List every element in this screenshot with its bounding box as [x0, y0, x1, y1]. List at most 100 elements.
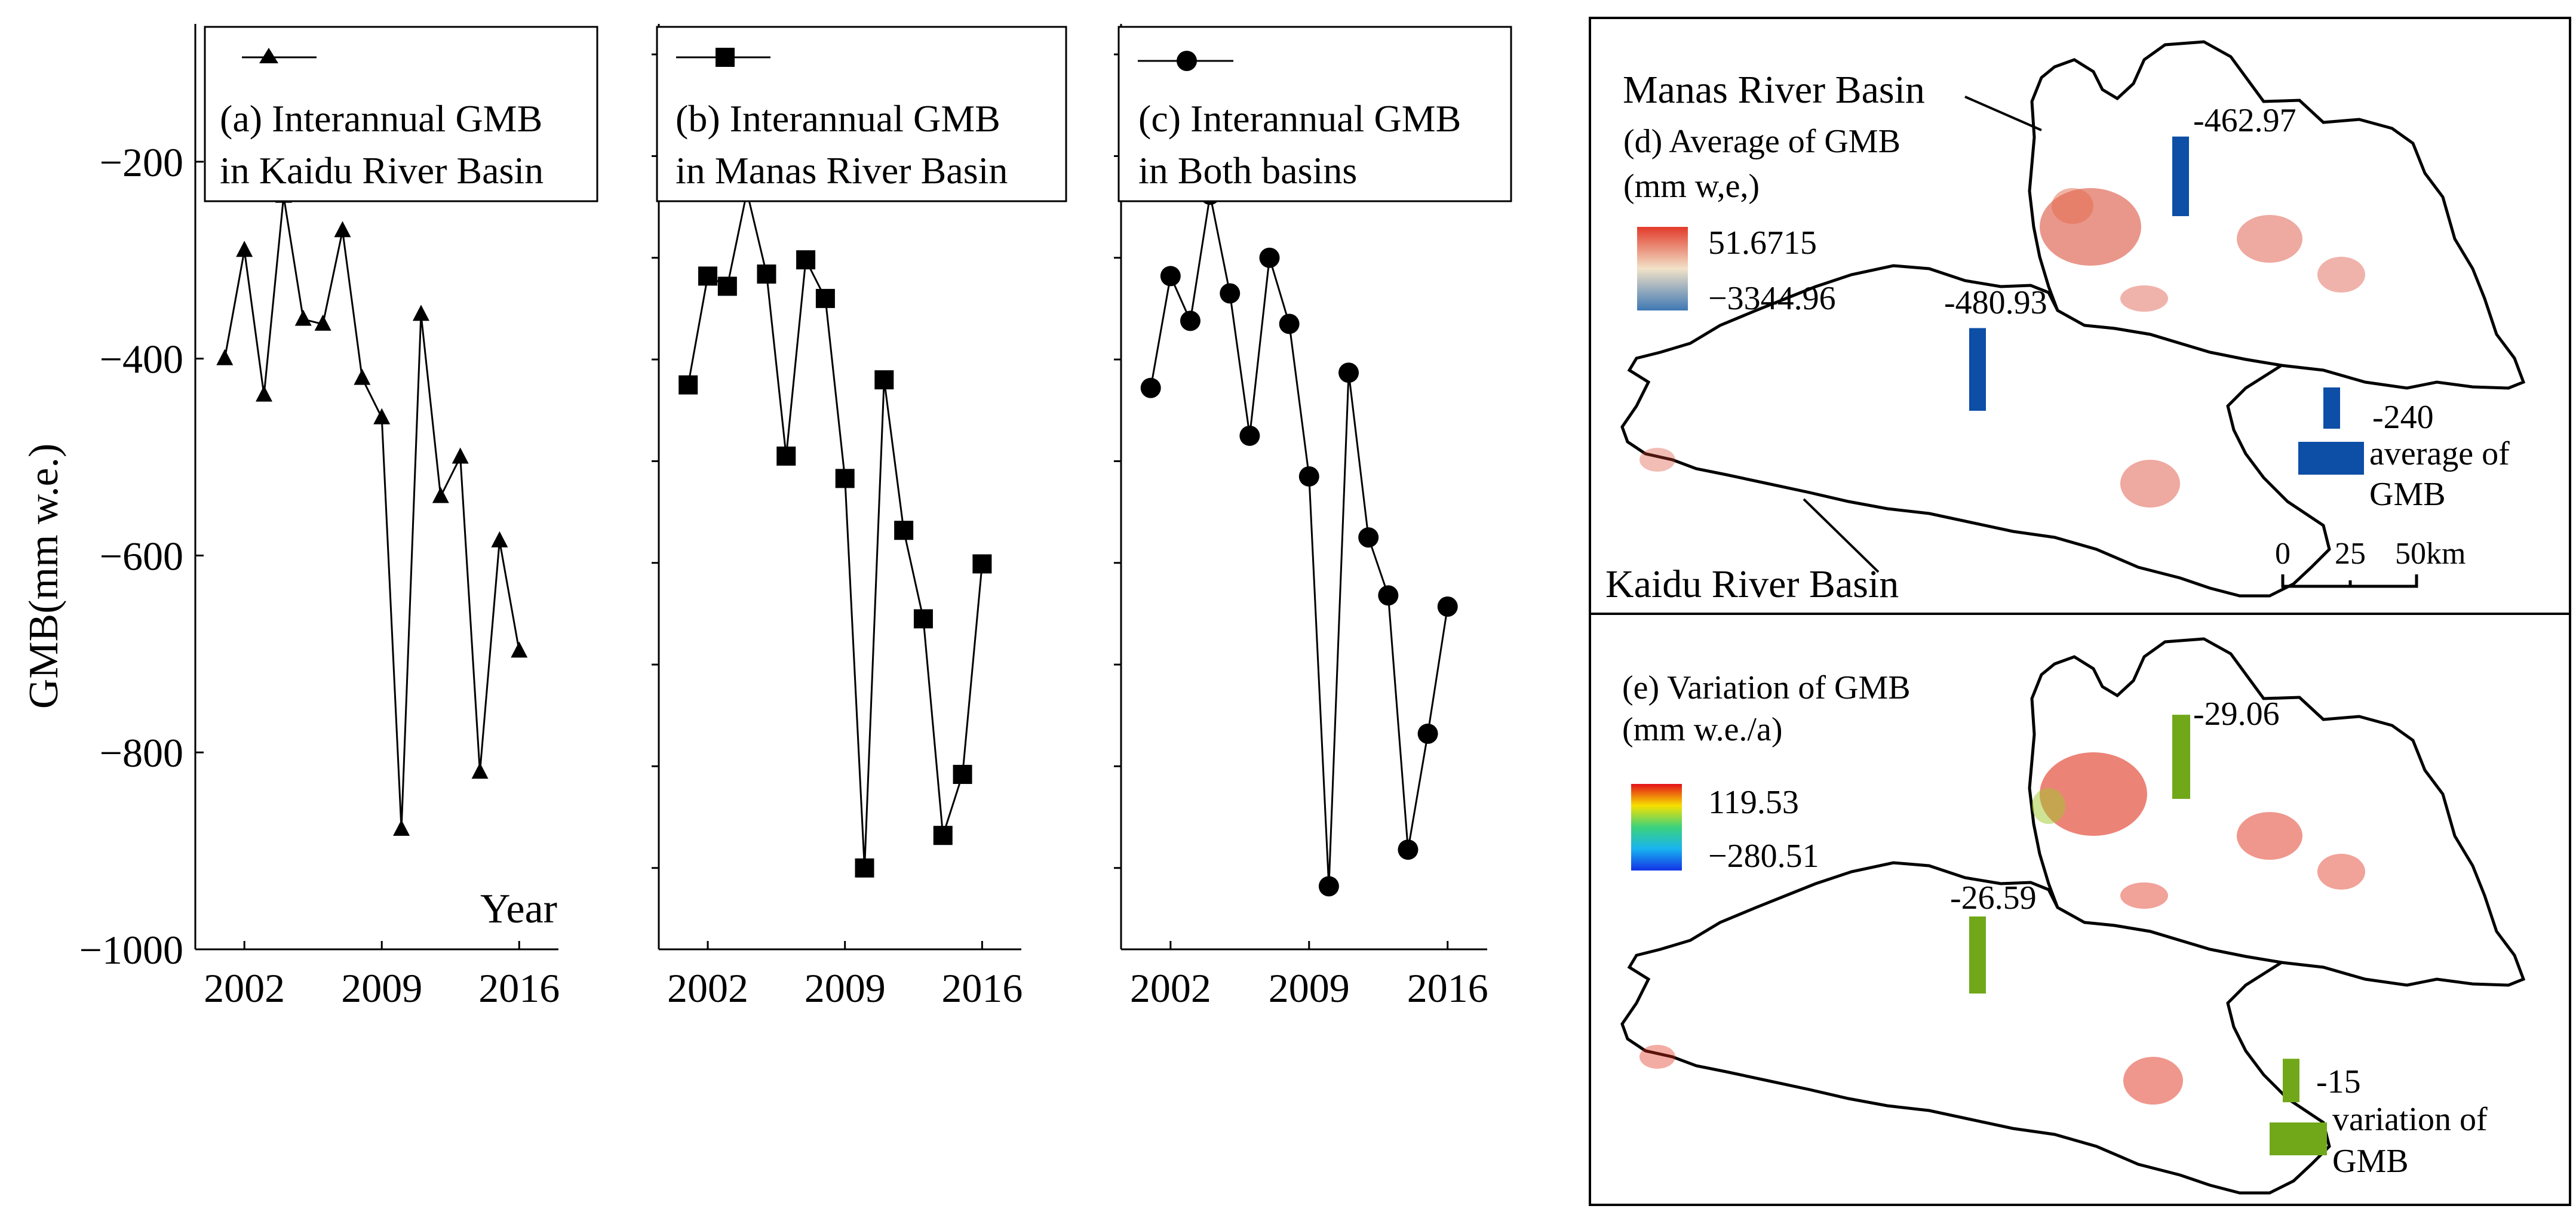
map-e-color-ramp	[1631, 784, 1682, 871]
map-e-bar-manas	[2172, 715, 2190, 799]
map-e-key-caption-line-1: variation of	[2332, 1101, 2488, 1138]
chart-c-data-point	[1180, 310, 1201, 331]
chart-a-data-point	[452, 447, 469, 464]
chart-a-series-line	[223, 196, 520, 829]
chart-a-data-point	[236, 241, 253, 257]
chart-a-y-tick-label: −400	[100, 337, 183, 382]
chart-b-ticks: 2002 2009 2016	[652, 53, 1023, 1011]
chart-a-y-tick-label: −200	[100, 140, 183, 185]
chart-a-data-point	[314, 314, 331, 331]
map-d-scale-label-25: 25	[2335, 537, 2366, 571]
chart-a-data-point	[294, 309, 312, 326]
chart-c-data-point	[1318, 876, 1339, 897]
chart-c-title-line-1: (c) Interannual GMB	[1138, 97, 1461, 140]
chart-c-data-point	[1239, 425, 1260, 446]
chart-a-title-line-1: (a) Interannual GMB	[220, 97, 542, 140]
map-panel-e: (e) Variation of GMB (mm w.e./a) 119.53 …	[1589, 613, 2571, 1206]
map-e-bar-manas-label: -29.06	[2193, 696, 2280, 733]
map-e-bar-kaidu	[1969, 916, 1986, 994]
chart-b-series-line	[687, 191, 983, 868]
map-e-unit: (mm w.e./a)	[1622, 711, 1783, 748]
chart-a-x-tick-label: 2016	[478, 965, 560, 1011]
chart-a-data-point	[354, 368, 371, 385]
chart-a-legend-marker	[259, 48, 278, 63]
chart-a-data-point	[373, 408, 391, 425]
chart-a-ticks: 2002 2009 2016 −200 −400 −600 −800 −1000	[79, 140, 560, 1011]
chart-a-markers	[216, 186, 528, 836]
chart-a-y-tick-label: −800	[100, 730, 183, 776]
map-d-manas-basin-label: Manas River Basin	[1623, 68, 1925, 112]
chart-a-data-point	[471, 762, 489, 779]
map-d-bar-kaidu	[1969, 328, 1986, 411]
map-d-key-swatch	[2298, 442, 2364, 475]
map-d-scale-bar	[2281, 574, 2418, 588]
chart-a-data-point	[412, 304, 429, 321]
chart-c-data-point	[1358, 527, 1379, 548]
chart-c-data-point	[1140, 377, 1161, 398]
chart-b-data-point	[972, 554, 992, 574]
chart-b-data-point	[717, 276, 737, 296]
chart-b-legend-marker	[716, 48, 735, 67]
map-d-key-caption-line-2: GMB	[2369, 476, 2446, 513]
map-d-kaidu-leader	[1803, 498, 1880, 573]
chart-b-data-point	[757, 264, 776, 284]
chart-c-data-point	[1378, 585, 1399, 606]
chart-b-x-tick-label: 2002	[667, 965, 748, 1011]
chart-c-x-tick-label: 2002	[1130, 965, 1211, 1011]
map-d-color-ramp	[1637, 227, 1688, 310]
chart-c-series-line	[1150, 194, 1449, 887]
map-d-kaidu-basin-outline	[1620, 264, 2331, 598]
chart-b-data-point	[855, 858, 874, 878]
map-panel-d: Manas River Basin Kaidu River Basin (d) …	[1589, 17, 2571, 615]
map-e-kaidu-basin-outline	[1620, 861, 2331, 1195]
chart-b-data-point	[874, 370, 894, 390]
chart-c-data-point	[1398, 839, 1419, 860]
map-d-kaidu-basin-label: Kaidu River Basin	[1605, 562, 1899, 606]
map-d-bar-manas	[2172, 136, 2189, 216]
chart-b-title-line-2: in Manas River Basin	[676, 149, 1008, 192]
chart-b-x-tick-label: 2016	[941, 965, 1023, 1011]
map-d-key-value: -240	[2372, 399, 2434, 436]
chart-b-data-point	[815, 288, 835, 308]
map-d-bar-key	[2323, 387, 2340, 429]
chart-a: 2002 2009 2016 −200 −400 −600 −800 −1000 (a) In…	[21, 24, 598, 1011]
chart-a-x-tick-label: 2002	[204, 965, 285, 1011]
chart-a-y-tick-label: −600	[100, 533, 183, 579]
chart-b: 2002 2009 2016 (b) Interannual GMB in Mana…	[652, 24, 1067, 1011]
chart-c: 2002 2009 2016 (c) Interannual GMB in Both…	[1114, 24, 1512, 1011]
map-d-scale-label-50: 50km	[2395, 537, 2466, 571]
chart-c-data-point	[1160, 266, 1181, 287]
chart-c-markers	[1140, 184, 1458, 897]
chart-a-ylabel: GMB(mm w.e.)	[21, 444, 67, 709]
map-e-legend-min: −280.51	[1708, 838, 1819, 875]
chart-c-legend-marker	[1177, 51, 1197, 71]
chart-c-ticks: 2002 2009 2016	[1114, 53, 1488, 1011]
chart-c-data-point	[1338, 362, 1359, 383]
chart-c-x-tick-label: 2009	[1269, 965, 1350, 1011]
map-d-bar-manas-label: -462.97	[2193, 102, 2296, 139]
chart-c-data-point	[1417, 723, 1438, 744]
chart-a-data-point	[256, 385, 273, 402]
chart-a-data-point	[393, 819, 410, 836]
map-d-key-caption-line-1: average of	[2369, 435, 2510, 472]
chart-a-data-point	[216, 349, 234, 365]
map-e-bar-kaidu-label: -26.59	[1950, 879, 2037, 916]
chart-c-data-point	[1220, 283, 1241, 304]
chart-a-x-tick-label: 2009	[341, 965, 422, 1011]
chart-b-data-point	[678, 375, 698, 395]
map-e-key-swatch	[2270, 1122, 2327, 1155]
map-e-key-caption-line-2: GMB	[2332, 1143, 2409, 1180]
chart-b-data-point	[913, 609, 933, 629]
chart-c-data-point	[1298, 466, 1319, 487]
map-d-glacier-cluster	[1639, 188, 2365, 508]
chart-b-x-tick-label: 2009	[805, 965, 886, 1011]
chart-a-title-line-2: in Kaidu River Basin	[220, 149, 544, 192]
map-d-legend-min: −3344.96	[1708, 280, 1836, 317]
map-d-unit: (mm w,e,)	[1623, 168, 1760, 205]
chart-b-title-line-1: (b) Interannual GMB	[676, 97, 1000, 140]
map-e-key-value: -15	[2316, 1063, 2361, 1100]
chart-b-data-point	[953, 765, 972, 785]
chart-b-data-point	[933, 826, 953, 845]
chart-b-data-point	[698, 266, 718, 286]
